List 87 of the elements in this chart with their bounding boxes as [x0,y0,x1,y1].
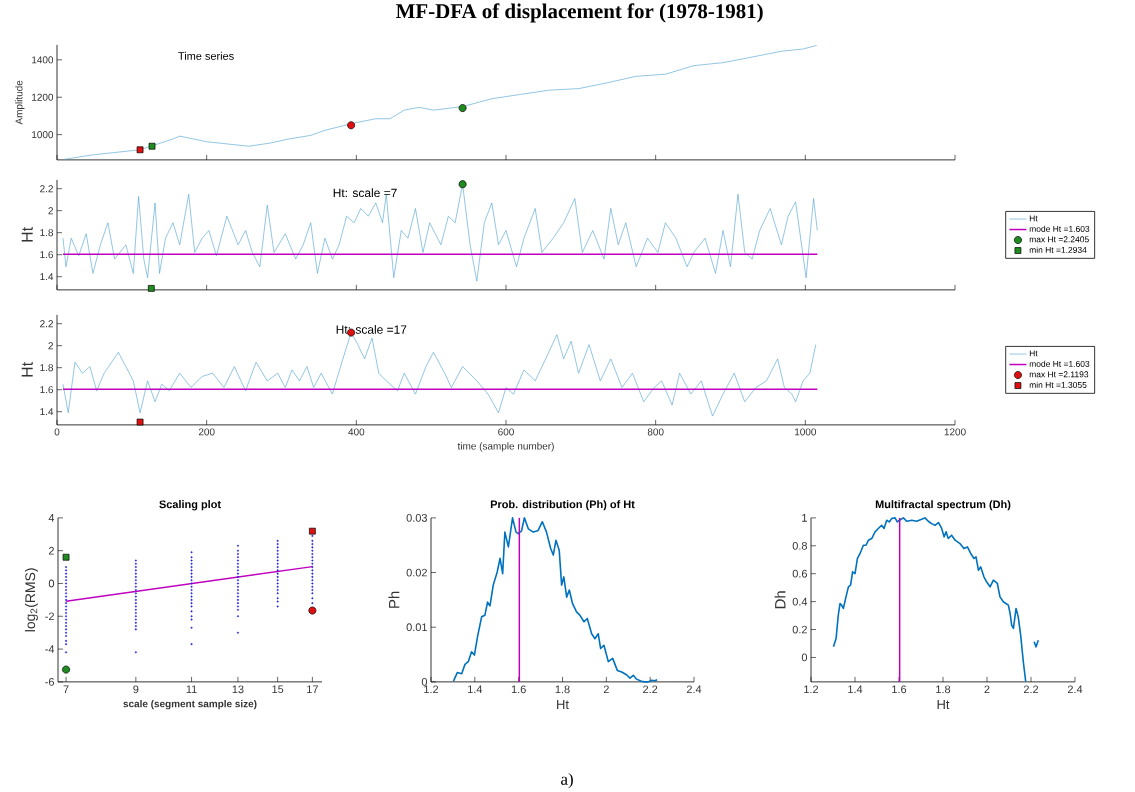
y-tick-label: 0.4 [792,597,808,606]
x-tick-label: 1.6 [511,685,526,694]
x-tick-label: 9 [133,685,139,694]
y-axis-title: Ht [21,227,33,242]
y-tick-label: 2 [48,207,53,215]
point [458,104,467,113]
y-axis-title: log$_{2}$(RMS) [24,568,38,632]
x-tick-label: 2 [603,685,609,694]
legend-label: mode Ht =1.603 [1029,225,1090,233]
y-tick-label: 0 [421,678,428,686]
x-tick-label: 400 [348,428,365,436]
y-tick-label: 0.03 [406,514,427,522]
annotation: Ht: scale =7 [333,188,397,198]
x-tick-label: 2.2 [1023,685,1039,694]
y-axis-title: Ph [388,591,400,608]
x-tick-label: 17 [307,685,318,694]
y-tick-label: 2 [48,547,54,555]
x-tick-label: 2.4 [1067,685,1083,694]
line-series [64,45,817,160]
x-tick-label: 1.8 [936,685,951,694]
y-tick-label: 1.4 [40,408,54,416]
x-tick-label: 7 [63,685,69,694]
point [148,143,156,150]
y-tick-label: 0 [48,579,55,588]
x-tick-label: 2 [984,685,990,694]
legend-label: max Ht =2.1193 [1029,371,1089,378]
y-tick-label: 0.02 [406,568,427,577]
x-tick-label: 11 [186,685,197,694]
point [347,121,356,130]
x-tick-label: 2.4 [686,685,702,694]
y-tick-label: 2.2 [40,185,53,193]
legend-label: mode Ht =1.603 [1029,360,1090,368]
y-axis-title: Amplitude [15,80,25,125]
legend-label: Ht [1029,215,1038,222]
x-tick-label: 0 [54,428,60,436]
x-tick-label: 1.4 [468,685,483,694]
chart-title: Scaling plot [159,500,221,511]
y-tick-label: 1.6 [40,386,54,394]
x-tick-label: 2.2 [643,685,658,694]
y-tick-label: 1200 [32,93,54,101]
text: a) [561,773,573,789]
y-tick-label: 1000 [32,131,54,139]
y-tick-label: 1.8 [40,229,54,237]
x-tick-label: 600 [498,428,514,436]
y-tick-label: 1 [802,514,807,522]
point [136,146,144,154]
x-tick-label: 13 [232,685,244,694]
chart-title: Prob. distribution (Ph) of Ht [490,500,635,511]
x-axis-title: Ht [937,700,950,710]
y-tick-label: 0.6 [792,570,807,578]
legend-label: Ht [1029,350,1038,357]
x-axis-title: scale (segment sample size) [123,700,257,710]
y-tick-label: 2.2 [40,320,53,328]
y-tick-label: 0.8 [792,542,807,550]
x-axis-title: Ht [557,700,569,710]
y-tick-label: 2 [48,342,53,350]
chart-title: Multifractal spectrum (Dh) [875,500,1011,511]
annotation: Time series [178,52,234,61]
y-tick-label: -4 [45,645,55,654]
x-tick-label: 200 [198,428,215,436]
y-tick-label: 1.6 [40,251,54,259]
legend-label: max Ht =2.2405 [1029,236,1089,243]
chart-title: MF-DFA of displacement for (1978-1981) [396,3,763,23]
x-tick-label: 1.4 [848,685,863,694]
line-series [452,517,658,683]
y-tick-label: 1.4 [40,273,54,281]
y-tick-label: 4 [48,514,55,522]
x-tick-label: 1.6 [892,685,907,694]
x-axis-title: time (sample number) [457,442,554,452]
annotation: Ht: scale =17 [336,325,407,334]
y-tick-label: 1.8 [40,364,54,372]
y-axis-title: Ht [21,362,33,377]
y-tick-label: 0.2 [792,625,807,634]
y-tick-label: 0 [801,653,808,662]
x-tick-label: 1.8 [555,685,570,694]
x-tick-label: 1200 [944,428,966,436]
y-axis-title: Dh [774,591,786,609]
x-tick-label: 15 [272,685,284,694]
y-tick-label: -6 [45,678,54,686]
legend-label: min Ht =1.3055 [1029,381,1087,389]
y-tick-label: 1400 [32,56,54,64]
y-tick-label: 0.01 [406,623,427,632]
x-tick-label: 1.2 [424,685,439,694]
x-tick-label: 800 [647,428,664,436]
y-tick-label: -2 [45,612,54,621]
legend-label: min Ht =1.2934 [1029,246,1087,254]
x-tick-label: 1.2 [804,685,819,694]
